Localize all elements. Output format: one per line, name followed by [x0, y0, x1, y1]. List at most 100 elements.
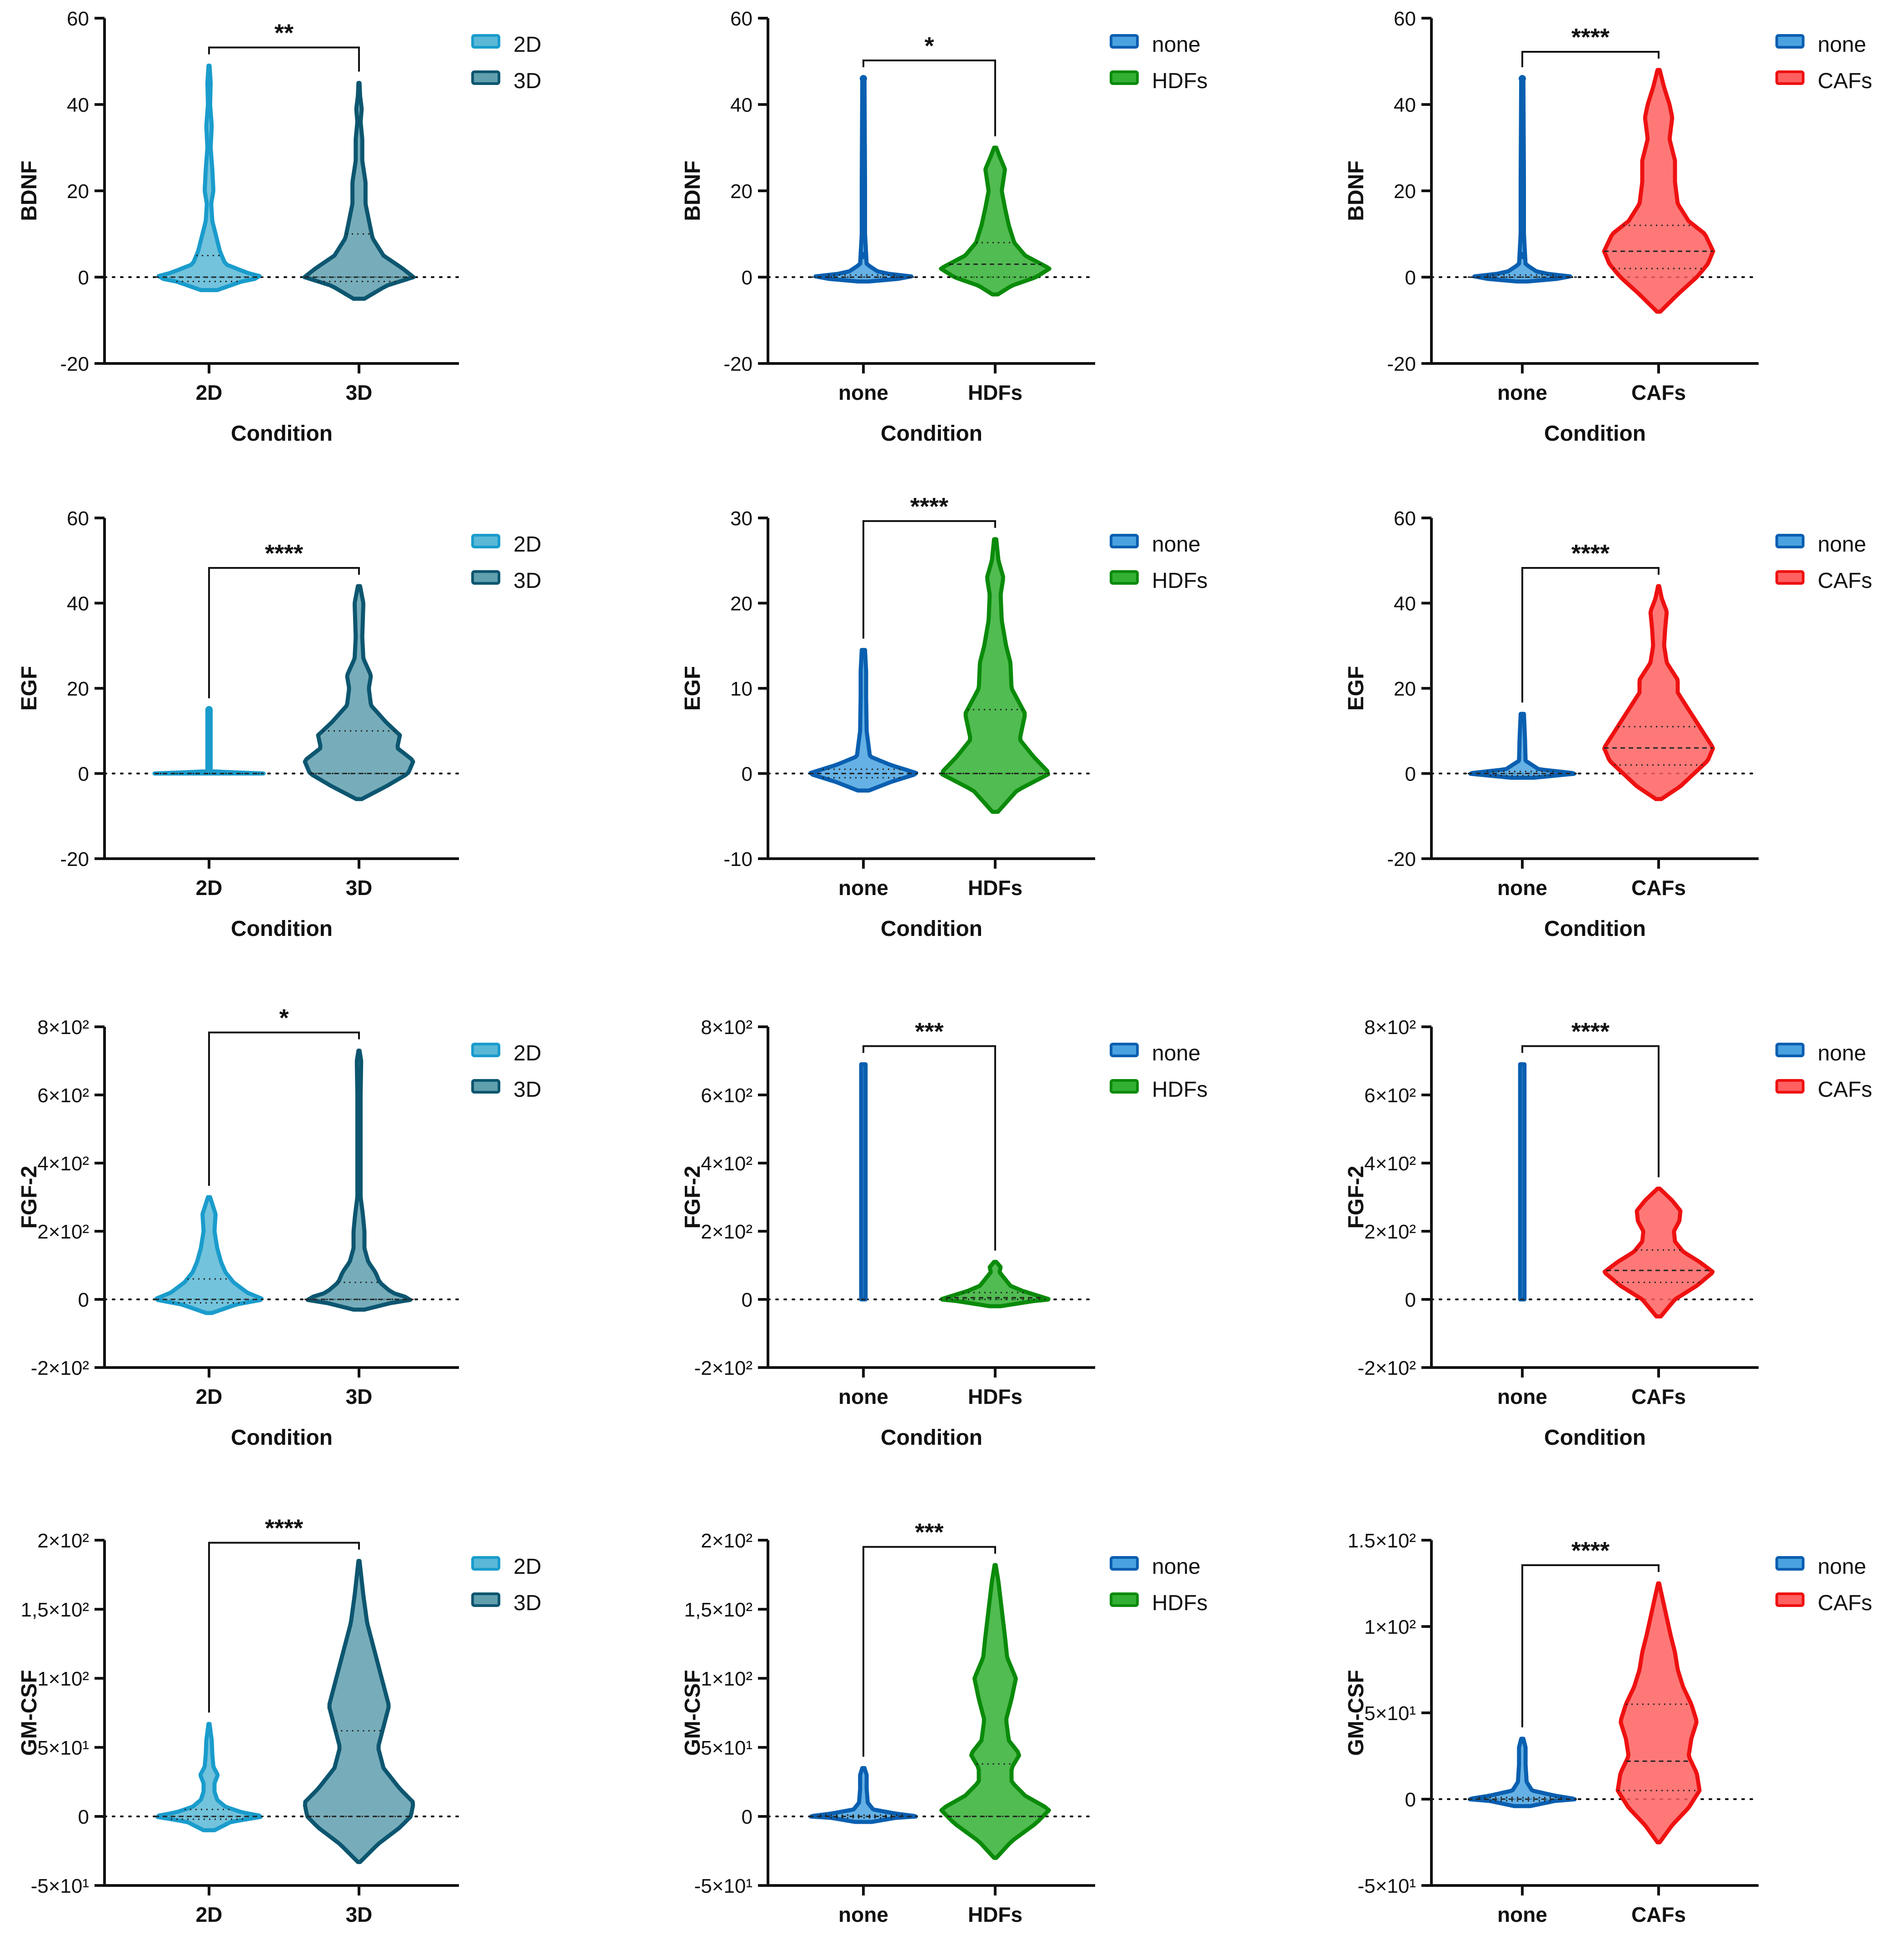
y-tick-label: -20 — [60, 848, 89, 871]
y-tick-label: 1×10² — [701, 1668, 753, 1690]
violin-none — [1468, 711, 1576, 780]
x-tick-label: 3D — [346, 1903, 373, 1926]
y-tick-label: -2×10² — [31, 1357, 89, 1379]
significance-label: **** — [265, 1515, 303, 1542]
x-tick-label: none — [838, 1903, 888, 1926]
legend-swatch — [1110, 1556, 1139, 1571]
legend-swatch — [1775, 1043, 1804, 1057]
y-tick-label: 4×10² — [1364, 1153, 1416, 1175]
y-tick-label: -5×10¹ — [1358, 1875, 1416, 1897]
legend-swatch — [1775, 1592, 1804, 1607]
x-axis-title: Condition — [231, 1426, 333, 1450]
chart-panel: -5×10¹05×10¹1×10²1.5×10²noneCAFsConditio… — [1344, 1530, 1872, 1926]
x-axis-title: Condition — [231, 917, 333, 941]
violin-none — [1468, 1736, 1577, 1808]
significance-label: *** — [915, 1519, 943, 1546]
legend-swatch — [1110, 534, 1139, 548]
outlier-point — [860, 252, 867, 259]
legend-swatch — [471, 1079, 500, 1094]
y-axis-title: FGF-2 — [17, 1166, 41, 1229]
legend-swatch — [471, 70, 500, 85]
legend-swatch — [1110, 70, 1139, 85]
significance-label: **** — [265, 540, 303, 567]
x-tick-label: CAFs — [1631, 1903, 1686, 1926]
violin-HDFs — [939, 1563, 1051, 1860]
y-tick-label: 5×10¹ — [1364, 1702, 1416, 1725]
y-tick-label: 60 — [67, 8, 89, 30]
significance-bracket — [862, 1045, 996, 1251]
significance-label: **** — [1571, 1018, 1610, 1045]
x-tick-label: none — [1497, 876, 1547, 900]
significance-bracket — [862, 520, 996, 639]
x-axis-title: Condition — [1544, 422, 1646, 446]
y-tick-label: 1.5×10² — [1348, 1530, 1416, 1552]
violin-none — [859, 1062, 868, 1302]
legend-swatch — [471, 570, 500, 585]
legend-label: HDFs — [1152, 1591, 1208, 1615]
y-tick-label: 30 — [730, 507, 753, 530]
y-tick-label: 4×10² — [701, 1153, 753, 1175]
chart-panel: -20 0 20 40 60 none CAFs Condition BDNF **** none C… — [1344, 8, 1872, 446]
y-tick-label: -20 — [723, 353, 753, 375]
legend-swatch — [1775, 1079, 1804, 1094]
significance-bracket — [208, 567, 360, 698]
y-tick-label: 1×10² — [37, 1668, 89, 1690]
chart-panel: -20 0 20 40 60 2D 3D Condition BDNF ** 2D 3D — [17, 8, 541, 446]
significance-label: *** — [915, 1018, 943, 1045]
outlier-point — [1519, 179, 1526, 186]
legend-label: HDFs — [1152, 1078, 1208, 1102]
y-tick-label: 40 — [67, 94, 89, 116]
y-tick-label: -2×10² — [694, 1357, 753, 1379]
y-tick-label: -2×10² — [1358, 1357, 1416, 1379]
x-tick-label: HDFs — [968, 876, 1022, 900]
x-tick-label: CAFs — [1631, 1385, 1686, 1408]
y-tick-label: 20 — [1394, 180, 1416, 203]
legend-swatch — [1110, 570, 1139, 585]
y-axis-title: FGF-2 — [681, 1166, 705, 1229]
y-tick-label: 2×10² — [1364, 1221, 1416, 1243]
y-tick-label: 60 — [67, 507, 89, 530]
chart-panel: -20 0 20 40 60 none CAFs Condition EGF **** none CA… — [1344, 507, 1872, 941]
y-tick-label: 0 — [78, 763, 89, 786]
legend-swatch — [1110, 1043, 1139, 1057]
violin-none — [809, 1766, 918, 1824]
y-tick-label: 2×10² — [37, 1221, 89, 1243]
violin-2D — [155, 1721, 263, 1832]
violin-CAFs — [1602, 68, 1715, 314]
x-tick-label: 2D — [196, 1903, 223, 1926]
violin-3D — [303, 1559, 415, 1864]
violin-CAFs — [1615, 1581, 1702, 1845]
chart-panel: -5×10¹05×10¹1×10²1,5×10²2×10²noneHDFsCon… — [681, 1519, 1208, 1926]
x-axis-title: Condition — [881, 422, 982, 446]
chart-panel: -2×10² 0 2×10² 4×10² 6×10² 8×10² none CAFs Condi… — [1344, 1016, 1872, 1450]
significance-bracket — [1521, 1564, 1660, 1727]
y-tick-label: 0 — [78, 1289, 89, 1311]
y-tick-label: -5×10¹ — [694, 1875, 753, 1897]
y-tick-label: 0 — [78, 1806, 89, 1828]
y-tick-label: 8×10² — [1364, 1016, 1416, 1039]
y-tick-label: -20 — [60, 353, 89, 375]
y-tick-label: 0 — [1405, 1789, 1416, 1811]
chart-panel: -2×10² 0 2×10² 4×10² 6×10² 8×10² 2D 3D Condition… — [17, 1005, 541, 1450]
outlier-point — [1519, 209, 1526, 216]
legend-swatch — [1775, 534, 1804, 548]
violin-none — [808, 648, 918, 793]
outlier-point — [1519, 252, 1526, 259]
legend-label: 3D — [513, 569, 541, 593]
y-tick-label: 20 — [67, 180, 89, 203]
y-tick-label: 0 — [1405, 1289, 1416, 1311]
legend-swatch — [1110, 1592, 1139, 1607]
legend-label: 3D — [513, 1591, 541, 1615]
legend-swatch — [471, 1556, 500, 1571]
significance-label: **** — [910, 493, 948, 520]
legend-label: 2D — [513, 1555, 541, 1579]
y-tick-label: 8×10² — [37, 1016, 89, 1039]
x-tick-label: 3D — [346, 381, 373, 404]
y-tick-label: 20 — [67, 678, 89, 700]
legend-label: HDFs — [1152, 69, 1208, 93]
x-tick-label: CAFs — [1631, 876, 1686, 900]
significance-label: * — [279, 1005, 289, 1032]
legend-label: none — [1152, 1041, 1201, 1065]
y-tick-label: -20 — [1387, 848, 1416, 871]
legend-label: CAFs — [1818, 69, 1872, 93]
